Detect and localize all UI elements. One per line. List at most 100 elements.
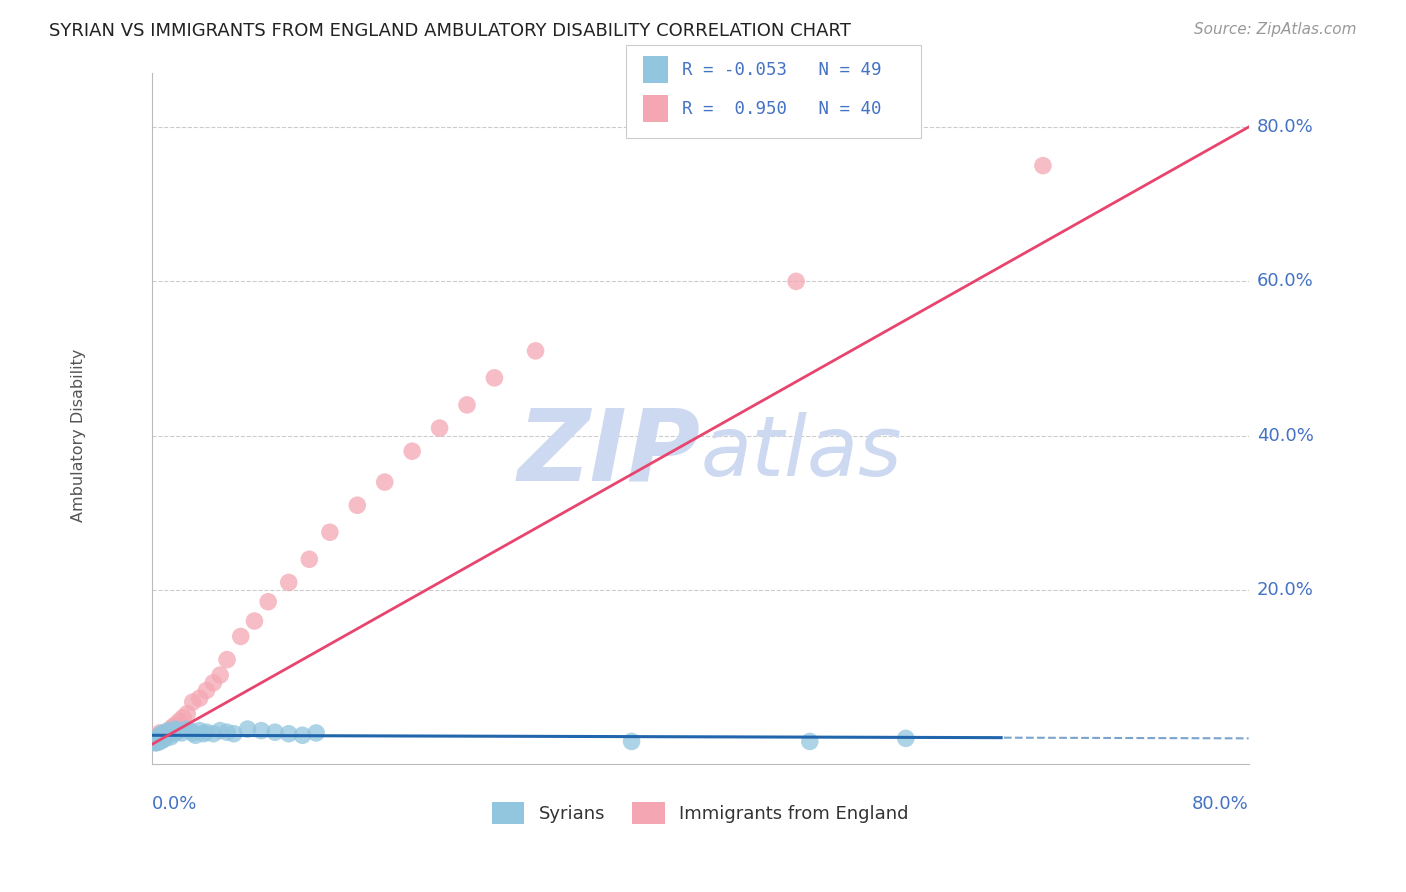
Point <box>172 710 194 724</box>
Point <box>148 731 170 746</box>
Point <box>152 726 174 740</box>
Point <box>195 725 218 739</box>
Point <box>155 731 177 746</box>
Point <box>152 728 174 742</box>
Point <box>181 695 204 709</box>
Point <box>429 421 451 435</box>
Point <box>159 726 181 740</box>
Point <box>153 730 176 744</box>
Point <box>250 723 273 738</box>
Point <box>145 736 167 750</box>
Point <box>785 274 807 288</box>
Point <box>145 735 167 749</box>
Point <box>524 343 547 358</box>
Point <box>167 714 190 729</box>
Point <box>162 727 184 741</box>
Point <box>157 725 180 739</box>
Text: 20.0%: 20.0% <box>1257 582 1313 599</box>
Point <box>146 732 169 747</box>
Point <box>156 728 179 742</box>
Point <box>202 727 225 741</box>
Point <box>155 727 177 741</box>
Point <box>149 731 172 746</box>
Point <box>150 730 173 744</box>
Point <box>145 731 167 746</box>
Text: R = -0.053   N = 49: R = -0.053 N = 49 <box>682 61 882 78</box>
Point <box>188 691 211 706</box>
Point <box>157 723 180 738</box>
Point <box>291 728 314 742</box>
Point <box>155 727 177 741</box>
Point <box>148 732 170 747</box>
Point <box>153 730 176 744</box>
Point <box>176 706 198 721</box>
Point <box>222 727 245 741</box>
Point <box>1032 159 1054 173</box>
Text: 80.0%: 80.0% <box>1257 118 1313 136</box>
Point <box>163 718 186 732</box>
Point <box>152 732 174 747</box>
Point <box>184 728 207 742</box>
Text: 60.0%: 60.0% <box>1257 272 1313 291</box>
Point <box>215 725 238 739</box>
Point <box>149 732 172 747</box>
Text: 80.0%: 80.0% <box>1192 795 1249 813</box>
Text: ZIP: ZIP <box>517 404 700 501</box>
Text: Source: ZipAtlas.com: Source: ZipAtlas.com <box>1194 22 1357 37</box>
Point <box>298 552 321 566</box>
Point <box>145 733 167 747</box>
Point <box>160 724 183 739</box>
Point <box>143 735 166 749</box>
Point <box>215 652 238 666</box>
Point <box>149 726 172 740</box>
Point <box>209 668 232 682</box>
Point <box>167 723 190 738</box>
Point <box>150 733 173 747</box>
Point <box>236 722 259 736</box>
Point <box>401 444 423 458</box>
Point <box>163 722 186 736</box>
Point <box>277 575 299 590</box>
Point <box>277 727 299 741</box>
Point <box>257 595 280 609</box>
Text: Ambulatory Disability: Ambulatory Disability <box>70 349 86 523</box>
Point <box>195 683 218 698</box>
Point <box>484 371 506 385</box>
Point <box>146 732 169 747</box>
Point <box>305 726 328 740</box>
Point <box>159 730 181 744</box>
Point <box>894 731 917 746</box>
Point <box>374 475 396 489</box>
Point <box>145 733 167 747</box>
Legend: Syrians, Immigrants from England: Syrians, Immigrants from England <box>492 802 908 824</box>
Text: 40.0%: 40.0% <box>1257 426 1313 445</box>
Point <box>620 734 643 748</box>
Point <box>181 726 204 740</box>
Point <box>148 730 170 744</box>
Point <box>156 725 179 739</box>
Point <box>150 731 173 745</box>
Point <box>143 734 166 748</box>
Point <box>202 675 225 690</box>
Point <box>165 725 187 739</box>
Text: 0.0%: 0.0% <box>152 795 197 813</box>
Point <box>799 734 821 748</box>
Point <box>148 735 170 749</box>
Point <box>146 734 169 748</box>
Point <box>346 498 368 512</box>
Point <box>174 722 197 736</box>
Point <box>143 733 166 747</box>
Point <box>179 723 201 738</box>
Point <box>264 725 287 739</box>
Point <box>456 398 478 412</box>
Text: atlas: atlas <box>700 412 901 493</box>
Point <box>188 723 211 738</box>
Point <box>193 727 215 741</box>
Point <box>149 728 172 742</box>
Text: R =  0.950   N = 40: R = 0.950 N = 40 <box>682 100 882 118</box>
Point <box>209 723 232 738</box>
Point <box>229 630 252 644</box>
Point <box>159 723 181 738</box>
Point <box>170 726 193 740</box>
Text: SYRIAN VS IMMIGRANTS FROM ENGLAND AMBULATORY DISABILITY CORRELATION CHART: SYRIAN VS IMMIGRANTS FROM ENGLAND AMBULA… <box>49 22 851 40</box>
